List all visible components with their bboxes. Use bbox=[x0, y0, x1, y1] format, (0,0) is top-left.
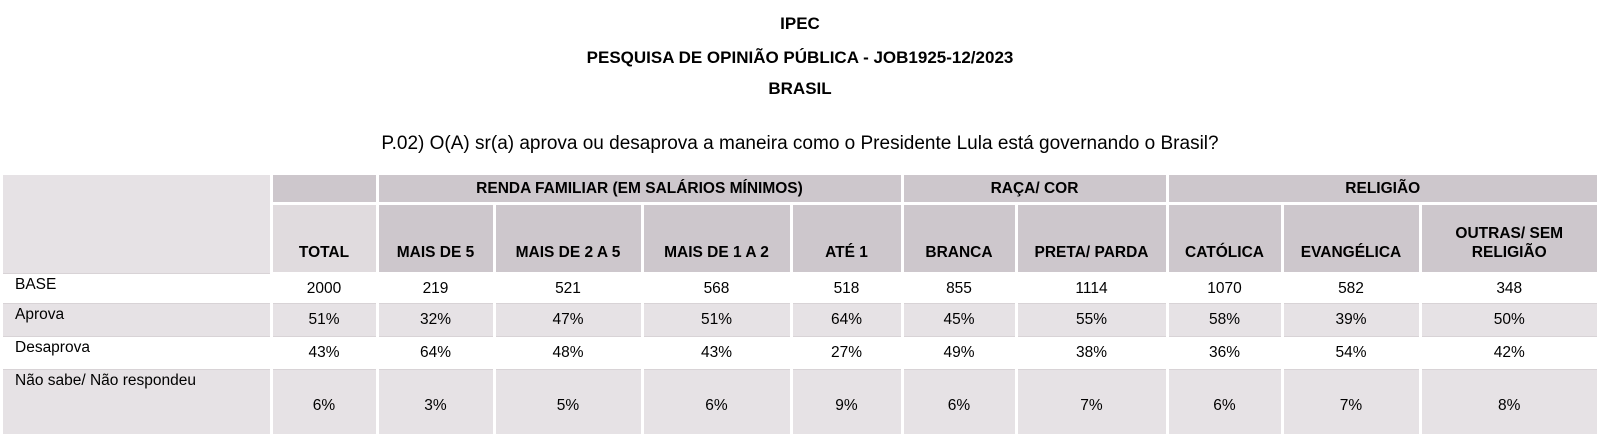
group-header-religiao: RELIGIÃO bbox=[1167, 175, 1597, 204]
table-row-nao-sabe: Não sabe/ Não respondeu 6% 3% 5% 6% 9% 6… bbox=[3, 370, 1597, 434]
column-header-mais-de-5: MAIS DE 5 bbox=[377, 204, 494, 274]
group-header-total bbox=[271, 175, 377, 204]
column-header-evangelica: EVANGÉLICA bbox=[1282, 204, 1420, 274]
cell-preta-parda: 1114 bbox=[1016, 274, 1167, 304]
column-header-total: TOTAL bbox=[271, 204, 377, 274]
column-header-outras-line2: RELIGIÃO bbox=[1472, 244, 1547, 261]
column-header-catolica: CATÓLICA bbox=[1167, 204, 1282, 274]
cell-total: 2000 bbox=[271, 274, 377, 304]
cell-catolica: 58% bbox=[1167, 304, 1282, 337]
cell-catolica: 6% bbox=[1167, 370, 1282, 434]
row-label: Desaprova bbox=[3, 337, 271, 370]
cell-mais-de-5: 32% bbox=[377, 304, 494, 337]
cell-evangelica: 582 bbox=[1282, 274, 1420, 304]
table-row-base: BASE 2000 219 521 568 518 855 1114 1070 … bbox=[3, 274, 1597, 304]
cell-mais-de-1-a-2: 51% bbox=[642, 304, 791, 337]
row-label: BASE bbox=[3, 274, 271, 304]
cell-catolica: 1070 bbox=[1167, 274, 1282, 304]
cell-preta-parda: 38% bbox=[1016, 337, 1167, 370]
cell-mais-de-1-a-2: 43% bbox=[642, 337, 791, 370]
cell-branca: 49% bbox=[902, 337, 1016, 370]
cell-total: 51% bbox=[271, 304, 377, 337]
column-header-ate-1: ATÉ 1 bbox=[791, 204, 902, 274]
report-survey-title: PESQUISA DE OPINIÃO PÚBLICA - JOB1925-12… bbox=[0, 48, 1600, 68]
cell-evangelica: 39% bbox=[1282, 304, 1420, 337]
results-table: RENDA FAMILIAR (EM SALÁRIOS MÍNIMOS) RAÇ… bbox=[3, 175, 1597, 434]
group-header-renda: RENDA FAMILIAR (EM SALÁRIOS MÍNIMOS) bbox=[377, 175, 902, 204]
cell-catolica: 36% bbox=[1167, 337, 1282, 370]
cell-preta-parda: 7% bbox=[1016, 370, 1167, 434]
cell-mais-de-1-a-2: 6% bbox=[642, 370, 791, 434]
cell-total: 6% bbox=[271, 370, 377, 434]
column-header-mais-de-1-a-2: MAIS DE 1 A 2 bbox=[642, 204, 791, 274]
table-row-aprova: Aprova 51% 32% 47% 51% 64% 45% 55% 58% 3… bbox=[3, 304, 1597, 337]
cell-mais-de-1-a-2: 568 bbox=[642, 274, 791, 304]
cell-mais-de-5: 3% bbox=[377, 370, 494, 434]
cell-ate-1: 64% bbox=[791, 304, 902, 337]
cell-mais-de-5: 219 bbox=[377, 274, 494, 304]
table-corner bbox=[3, 175, 271, 274]
group-header-row: RENDA FAMILIAR (EM SALÁRIOS MÍNIMOS) RAÇ… bbox=[3, 175, 1597, 204]
cell-evangelica: 7% bbox=[1282, 370, 1420, 434]
table-row-desaprova: Desaprova 43% 64% 48% 43% 27% 49% 38% 36… bbox=[3, 337, 1597, 370]
column-header-outras-line1: OUTRAS/ SEM bbox=[1455, 225, 1563, 242]
report-region-title: BRASIL bbox=[0, 79, 1600, 99]
cell-mais-de-2-a-5: 5% bbox=[494, 370, 642, 434]
cell-mais-de-2-a-5: 48% bbox=[494, 337, 642, 370]
column-header-outras-sem-religiao: OUTRAS/ SEM RELIGIÃO bbox=[1420, 204, 1597, 274]
column-header-branca: BRANCA bbox=[902, 204, 1016, 274]
cell-ate-1: 518 bbox=[791, 274, 902, 304]
cell-ate-1: 27% bbox=[791, 337, 902, 370]
cell-outras-sem-religiao: 348 bbox=[1420, 274, 1597, 304]
cell-branca: 855 bbox=[902, 274, 1016, 304]
cell-outras-sem-religiao: 50% bbox=[1420, 304, 1597, 337]
cell-mais-de-2-a-5: 521 bbox=[494, 274, 642, 304]
cell-evangelica: 54% bbox=[1282, 337, 1420, 370]
cell-mais-de-5: 64% bbox=[377, 337, 494, 370]
cell-branca: 45% bbox=[902, 304, 1016, 337]
cell-mais-de-2-a-5: 47% bbox=[494, 304, 642, 337]
cell-branca: 6% bbox=[902, 370, 1016, 434]
cell-ate-1: 9% bbox=[791, 370, 902, 434]
row-label: Aprova bbox=[3, 304, 271, 337]
cell-outras-sem-religiao: 8% bbox=[1420, 370, 1597, 434]
column-header-preta-parda: PRETA/ PARDA bbox=[1016, 204, 1167, 274]
group-header-raca: RAÇA/ COR bbox=[902, 175, 1167, 204]
row-label: Não sabe/ Não respondeu bbox=[3, 370, 271, 434]
cell-preta-parda: 55% bbox=[1016, 304, 1167, 337]
column-header-mais-de-2-a-5: MAIS DE 2 A 5 bbox=[494, 204, 642, 274]
cell-outras-sem-religiao: 42% bbox=[1420, 337, 1597, 370]
report-source-title: IPEC bbox=[0, 14, 1600, 34]
cell-total: 43% bbox=[271, 337, 377, 370]
question-text: P.02) O(A) sr(a) aprova ou desaprova a m… bbox=[0, 133, 1600, 155]
